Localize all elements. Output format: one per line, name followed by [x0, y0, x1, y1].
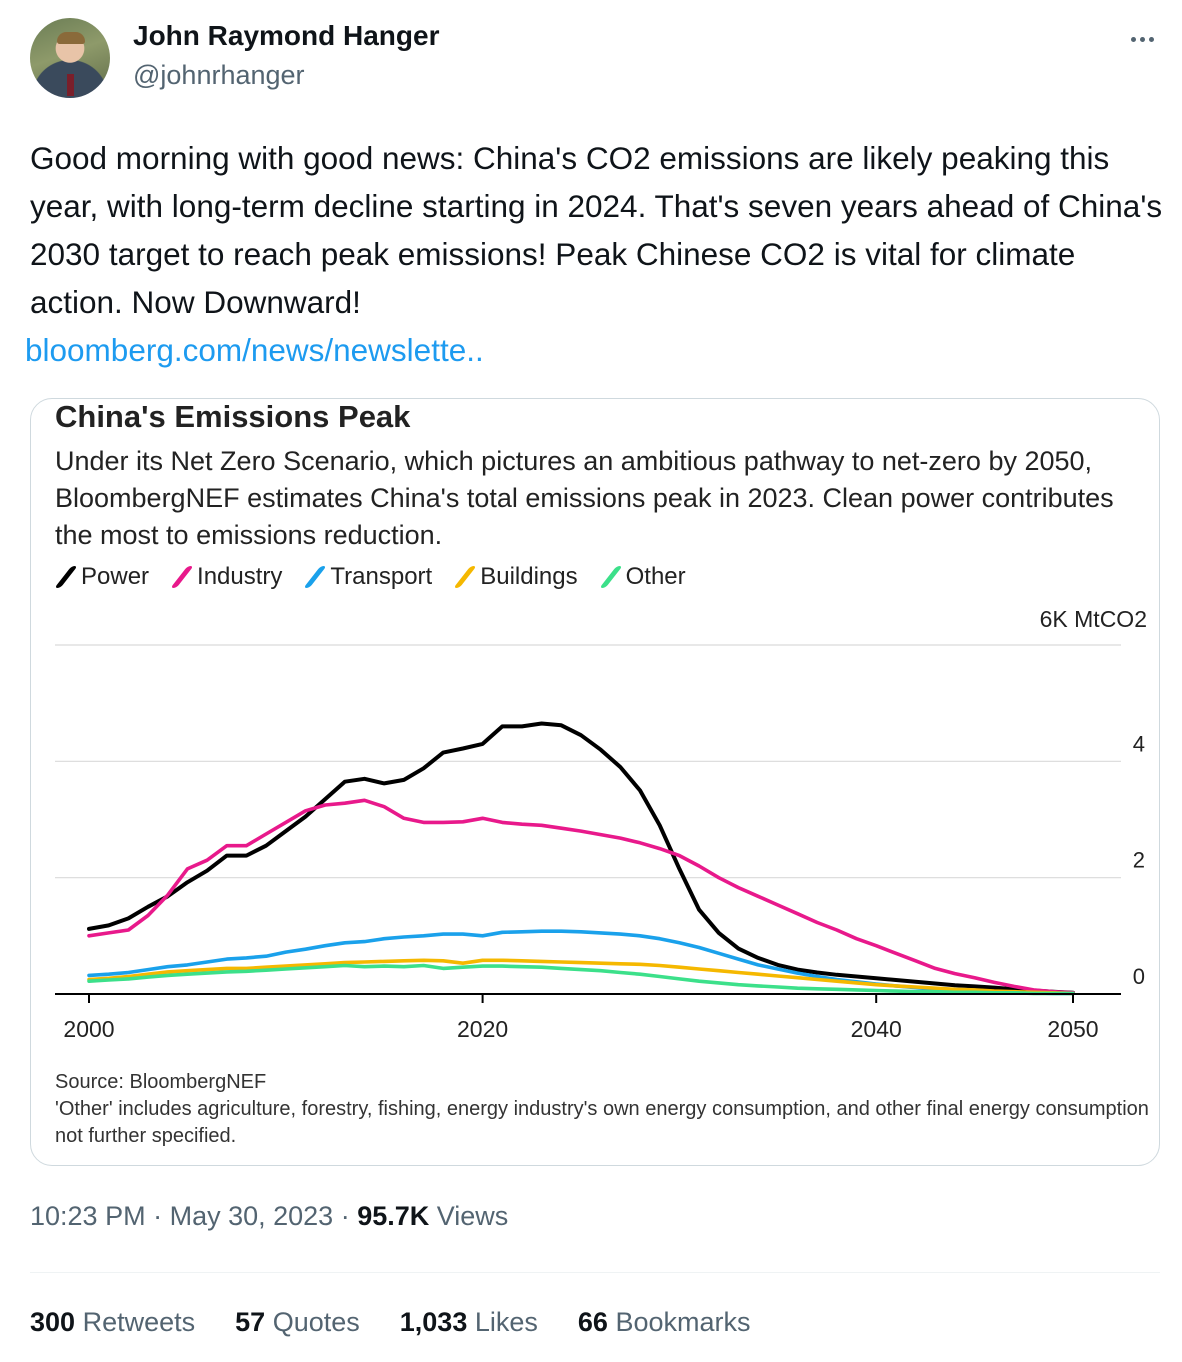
y-tick-label-4: 4 [1133, 731, 1145, 756]
x-tick-label-2020: 2020 [457, 1016, 508, 1042]
source-line: Source: BloombergNEF [55, 1071, 267, 1093]
legend-item-transport: Transport [303, 563, 433, 591]
quotes-stat[interactable]: 57 Quotes [235, 1307, 360, 1337]
tweet-text: Good morning with good news: China's CO2… [30, 140, 1163, 320]
y-axis-unit: 6K MtCO2 [1039, 606, 1147, 632]
more-options-icon[interactable] [1122, 24, 1162, 54]
bookmarks-stat[interactable]: 66 Bookmarks [577, 1307, 751, 1337]
retweets-stat[interactable]: 300 Retweets [30, 1307, 196, 1337]
series-line-industry [87, 798, 1075, 995]
legend-label-power: Power [81, 563, 150, 590]
tweet-meta: 10:23 PM · May 30, 2023 · 95.7K Views [30, 1201, 509, 1231]
views-count: 95.7K [357, 1201, 430, 1231]
legend-item-other: Other [599, 563, 686, 591]
tweet-link[interactable]: bloomberg.com/news/newslette.. [25, 332, 484, 368]
author-name[interactable]: John Raymond Hanger [133, 20, 440, 51]
legend-item-buildings: Buildings [453, 563, 578, 591]
x-tick-label-2000: 2000 [63, 1016, 114, 1042]
chart-legend: Power Industry Transport Buildings Other [54, 563, 708, 591]
series-line-other [87, 963, 1075, 996]
chart-image-card[interactable]: China's Emissions Peak Under its Net Zer… [30, 398, 1160, 1166]
divider [30, 1272, 1160, 1273]
legend-label-transport: Transport [330, 563, 433, 590]
tweet-stats: 300 Retweets 57 Quotes 1,033 Likes 66 Bo… [30, 1307, 751, 1338]
views-label: Views [436, 1201, 509, 1231]
likes-stat[interactable]: 1,033 Likes [399, 1307, 538, 1337]
avatar[interactable] [30, 18, 110, 98]
emissions-line-chart: 0 2 4 2000 2020 2040 2050 [55, 644, 1145, 1042]
x-tick-label-2040: 2040 [851, 1016, 902, 1042]
legend-item-industry: Industry [170, 563, 283, 591]
x-tick-label-2050: 2050 [1047, 1016, 1098, 1042]
source-note: 'Other' includes agriculture, forestry, … [55, 1098, 1149, 1147]
legend-label-buildings: Buildings [480, 563, 578, 590]
legend-item-power: Power [54, 563, 150, 591]
series-line-power [87, 721, 1075, 995]
legend-label-other: Other [625, 563, 686, 590]
series-line-buildings [87, 958, 1075, 996]
y-tick-label-2: 2 [1133, 848, 1145, 873]
tweet-date[interactable]: May 30, 2023 [169, 1201, 334, 1231]
tweet-time[interactable]: 10:23 PM [30, 1201, 146, 1231]
y-tick-label-0: 0 [1133, 964, 1145, 989]
chart-title: China's Emissions Peak [55, 399, 411, 434]
chart-source: Source: BloombergNEF 'Other' includes ag… [55, 1069, 1150, 1150]
chart-subtitle: Under its Net Zero Scenario, which pictu… [55, 446, 1114, 550]
author-handle[interactable]: @johnrhanger [133, 60, 305, 90]
legend-label-industry: Industry [197, 563, 283, 590]
